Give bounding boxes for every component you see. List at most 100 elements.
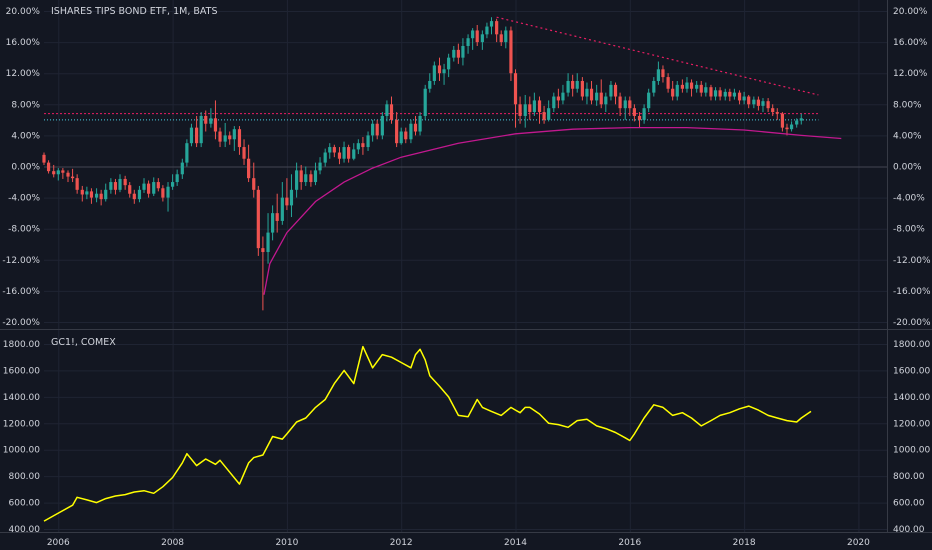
top-left-tick-label: 4.00% xyxy=(11,131,40,141)
bottom-right-tick-label: 1000.00 xyxy=(893,446,930,456)
candle-body xyxy=(295,170,299,190)
candle-body xyxy=(532,100,536,113)
top-left-axis-labels: 20.00% 16.00% 12.00% 8.00% 4.00% 0.00% -4.00% -… xyxy=(2,7,40,328)
candle-body xyxy=(628,100,632,109)
candle-body xyxy=(309,174,313,183)
candle-body xyxy=(323,152,327,163)
candle-body xyxy=(56,170,60,175)
candle-body xyxy=(409,123,413,140)
x-tick-label: 2016 xyxy=(618,538,641,548)
candle-body xyxy=(142,183,146,190)
candle-body xyxy=(471,30,475,39)
trend-overlays xyxy=(263,16,842,295)
bottom-right-tick-label: 1800.00 xyxy=(893,340,930,350)
candle-body xyxy=(85,191,89,195)
candle-body xyxy=(495,21,499,35)
candle-body xyxy=(775,112,779,114)
candle-body xyxy=(671,88,675,97)
candle-body xyxy=(537,100,542,113)
candle-body xyxy=(609,84,613,97)
candle-body xyxy=(695,84,699,89)
bottom-left-tick-label: 1000.00 xyxy=(3,446,40,456)
candle-body xyxy=(275,213,279,221)
candle-body xyxy=(528,104,532,113)
top-panel-title: ISHARES TIPS BOND ETF, 1M, BATS xyxy=(51,6,217,17)
candle-body xyxy=(328,147,332,153)
candle-body xyxy=(299,170,303,183)
candle-body xyxy=(66,172,70,177)
candle-body xyxy=(718,90,722,97)
candle-body xyxy=(118,178,122,190)
bottom-right-tick-label: 400.00 xyxy=(893,525,925,535)
x-tick-label: 2006 xyxy=(47,538,70,548)
candle-body xyxy=(561,92,565,101)
candle-body xyxy=(709,87,713,97)
x-tick-label: 2012 xyxy=(390,538,413,548)
candle-body xyxy=(356,143,360,150)
candle-body xyxy=(632,108,636,116)
candle-body xyxy=(204,115,208,124)
bottom-right-tick-label: 1400.00 xyxy=(893,393,930,403)
x-tick-label: 2014 xyxy=(504,538,527,548)
candle-body xyxy=(789,124,794,130)
bottom-left-tick-label: 1400.00 xyxy=(3,393,40,403)
top-right-tick-label: -8.00% xyxy=(893,225,925,235)
candle-body xyxy=(428,80,432,89)
candle-body xyxy=(456,49,460,58)
top-right-tick-label: 16.00% xyxy=(893,38,928,48)
candle-body xyxy=(552,96,556,109)
candle-body xyxy=(513,73,518,105)
candle-body xyxy=(289,189,294,206)
candle-body xyxy=(285,197,289,206)
candle-body xyxy=(604,96,608,105)
candle-body xyxy=(170,182,175,187)
x-tick-label: 2008 xyxy=(161,538,184,548)
candle-body xyxy=(175,174,179,183)
candle-body xyxy=(247,158,251,179)
gold-line-series xyxy=(43,345,812,522)
candle-body xyxy=(223,135,227,142)
candle-body xyxy=(337,152,342,159)
candle-body xyxy=(46,162,51,172)
candle-body xyxy=(185,143,189,163)
candle-body xyxy=(113,182,118,190)
candle-body xyxy=(266,232,270,253)
top-right-tick-label: 12.00% xyxy=(893,69,928,79)
candle-body xyxy=(366,135,370,148)
candle-body xyxy=(685,82,689,89)
top-left-tick-label: -16.00% xyxy=(2,287,40,297)
candle-body xyxy=(389,104,394,120)
candle-body xyxy=(699,84,703,93)
candle-body xyxy=(418,115,422,132)
candle-body xyxy=(742,96,746,101)
candle-body xyxy=(737,92,742,101)
candle-body xyxy=(732,92,737,97)
candle-body xyxy=(613,84,618,97)
candle-body xyxy=(442,69,446,74)
candle-body xyxy=(432,65,436,81)
top-left-tick-label: -20.00% xyxy=(2,318,40,328)
bottom-right-tick-label: 1600.00 xyxy=(893,366,930,376)
support-curve xyxy=(263,126,842,295)
candle-body xyxy=(371,123,375,136)
candle-body xyxy=(447,57,451,70)
candle-body xyxy=(152,182,156,194)
top-left-tick-label: -12.00% xyxy=(2,256,40,266)
candle-body xyxy=(242,147,246,159)
candle-body xyxy=(385,104,389,116)
candle-body xyxy=(89,191,94,198)
candle-body xyxy=(747,96,751,105)
candle-body xyxy=(123,178,127,186)
candle-body xyxy=(199,115,203,144)
candle-body xyxy=(156,182,160,189)
candle-body xyxy=(94,193,99,198)
candle-body xyxy=(61,170,65,173)
bottom-panel-title: GC1!, COMEX xyxy=(51,337,116,348)
candle-body xyxy=(647,92,651,109)
candle-body xyxy=(256,189,260,249)
candle-body xyxy=(180,162,184,175)
candle-body xyxy=(547,108,551,120)
candle-body xyxy=(228,135,232,140)
